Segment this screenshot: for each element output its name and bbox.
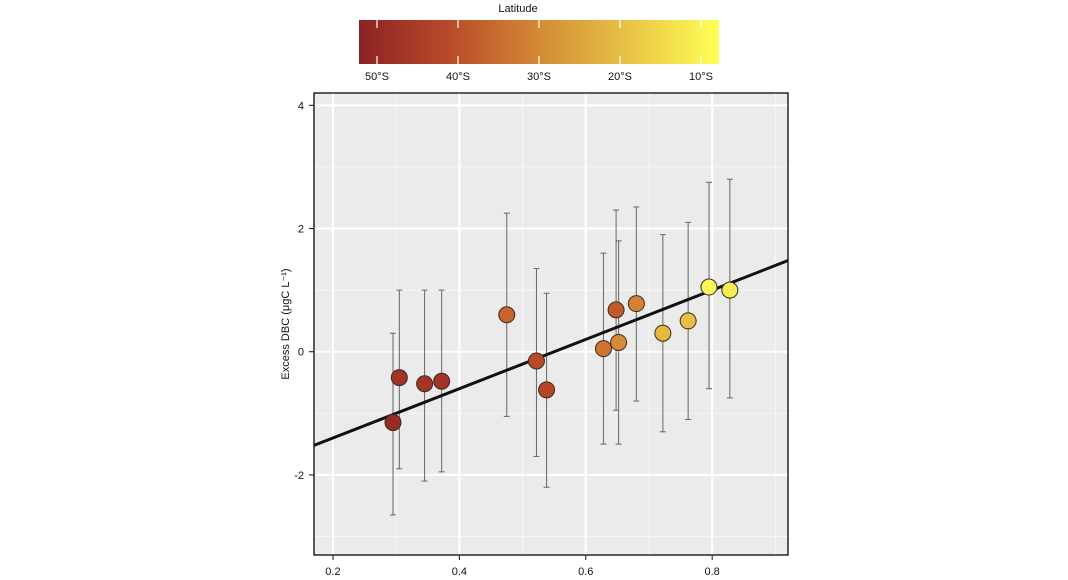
colorbar-tick-label: 50°S xyxy=(365,71,389,83)
x-tick-label: 0.8 xyxy=(705,566,720,578)
colorbar-tick-label: 20°S xyxy=(608,71,632,83)
data-point xyxy=(679,312,697,330)
data-point xyxy=(654,324,672,342)
data-point xyxy=(390,369,408,387)
data-point xyxy=(607,301,625,319)
data-point xyxy=(527,352,545,370)
data-point xyxy=(433,372,451,390)
x-tick-label: 0.4 xyxy=(452,566,467,578)
y-axis: -2 0 2 4 xyxy=(294,100,314,482)
colorbar-title: Latitude xyxy=(498,3,537,15)
y-tick-label: 4 xyxy=(298,100,304,112)
y-axis-label: Excess DBC (μgC L⁻¹) xyxy=(280,268,292,379)
data-point xyxy=(627,295,645,313)
colorbar-ticks: 50°S 40°S 30°S 20°S 10°S xyxy=(365,20,713,83)
x-tick-label: 0.6 xyxy=(578,566,593,578)
x-tick-label: 0.2 xyxy=(325,566,340,578)
y-tick-label: -2 xyxy=(294,470,304,482)
data-point xyxy=(610,333,628,351)
plot-background xyxy=(313,92,789,556)
data-point xyxy=(416,375,434,393)
y-tick-label: 2 xyxy=(298,224,304,236)
data-point xyxy=(700,278,718,296)
data-point xyxy=(384,414,402,432)
colorbar-tick-label: 40°S xyxy=(446,71,470,83)
data-point xyxy=(498,306,516,324)
colorbar-tick-label: 10°S xyxy=(689,71,713,83)
data-point xyxy=(538,381,556,399)
data-points xyxy=(384,278,739,432)
plot-border xyxy=(313,92,789,556)
colorbar-tick-label: 30°S xyxy=(527,71,551,83)
data-point xyxy=(721,281,739,299)
y-tick-label: 0 xyxy=(298,347,304,359)
x-axis: 0.2 0.4 0.6 0.8 xyxy=(325,555,720,578)
data-point xyxy=(594,340,612,358)
